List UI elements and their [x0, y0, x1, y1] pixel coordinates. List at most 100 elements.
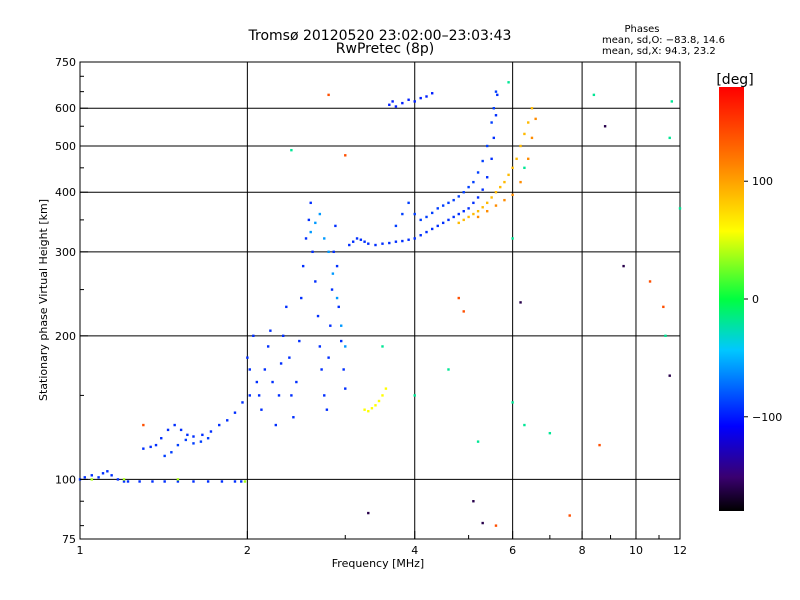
data-point	[457, 296, 460, 300]
data-point	[494, 524, 498, 527]
data-point	[384, 387, 388, 390]
data-point	[192, 435, 195, 438]
data-point	[110, 474, 113, 477]
data-point	[622, 264, 625, 268]
data-point	[233, 411, 237, 414]
data-point	[388, 103, 391, 107]
data-point	[413, 100, 416, 103]
data-point	[116, 478, 120, 481]
data-point	[318, 212, 322, 216]
data-point	[407, 98, 410, 101]
data-point	[485, 209, 489, 213]
data-point	[163, 454, 166, 458]
x-tick-label: 4	[411, 544, 418, 557]
data-point	[274, 423, 278, 427]
data-point	[394, 240, 398, 243]
data-point	[401, 101, 404, 105]
data-point	[490, 121, 493, 124]
y-tick-label: 75	[62, 533, 76, 546]
colorbar-ticks: 100 0 −100	[744, 175, 782, 424]
data-point	[282, 334, 285, 338]
x-tick-label: 6	[509, 544, 516, 557]
data-point	[209, 430, 213, 433]
data-point	[648, 280, 652, 283]
y-tick-label: 750	[55, 56, 76, 69]
data-point	[507, 81, 510, 84]
data-point	[457, 212, 460, 216]
data-point	[106, 470, 109, 473]
data-point	[670, 100, 674, 103]
data-point	[83, 476, 86, 479]
data-point	[519, 144, 522, 148]
data-point	[101, 472, 105, 475]
data-point	[534, 117, 537, 121]
data-point	[277, 394, 281, 397]
data-point	[330, 288, 334, 291]
x-tick-label: 10	[629, 544, 643, 557]
data-point	[179, 428, 183, 432]
data-point	[603, 125, 607, 128]
data-point	[511, 401, 514, 404]
data-point	[530, 107, 534, 110]
data-point	[126, 480, 130, 483]
data-point	[301, 264, 305, 268]
data-point	[340, 339, 343, 343]
data-point	[149, 445, 152, 449]
data-point	[334, 224, 337, 228]
data-point	[201, 433, 204, 437]
chart-title: Tromsø 20120520 23:02:00–23:03:43	[248, 28, 512, 44]
data-point	[467, 215, 470, 219]
data-point	[122, 478, 126, 481]
data-point	[523, 166, 526, 170]
data-point	[309, 201, 312, 205]
data-point	[430, 227, 434, 231]
data-point	[344, 345, 347, 348]
data-point	[252, 334, 255, 338]
data-point	[206, 437, 210, 440]
y-tick-label: 300	[55, 246, 76, 259]
y-tick-label: 100	[55, 473, 76, 486]
x-axis-label: Frequency [MHz]	[332, 557, 424, 570]
data-point	[481, 159, 484, 163]
data-point	[154, 443, 158, 447]
data-point	[325, 408, 329, 411]
data-point	[496, 93, 499, 97]
data-point	[523, 132, 526, 136]
data-point	[192, 442, 195, 445]
data-point	[367, 409, 370, 413]
data-point	[314, 221, 317, 225]
data-point	[568, 514, 571, 517]
data-point	[436, 224, 439, 228]
data-point	[327, 93, 330, 97]
colorbar-tick-label: 0	[752, 293, 759, 306]
data-point	[485, 201, 489, 205]
data-point	[332, 250, 335, 254]
data-point	[481, 188, 484, 191]
data-point	[327, 356, 330, 359]
data-point	[503, 180, 506, 184]
data-point	[367, 511, 370, 515]
data-point	[246, 356, 249, 359]
data-point	[292, 416, 295, 419]
grid	[80, 62, 680, 539]
data-point	[285, 305, 288, 309]
data-point	[507, 173, 510, 177]
data-point	[430, 211, 434, 215]
colorbar-label: [deg]	[716, 72, 753, 88]
data-point	[320, 368, 323, 371]
colorbar-tick-label: 100	[752, 175, 773, 188]
data-point	[527, 157, 530, 161]
data-point	[307, 218, 311, 222]
data-point	[374, 404, 377, 407]
data-point	[490, 196, 493, 199]
data-point	[481, 521, 484, 525]
data-point	[367, 242, 370, 245]
data-point	[344, 154, 347, 157]
data-point	[170, 451, 173, 454]
data-point	[419, 96, 422, 100]
data-point	[226, 419, 229, 422]
data-point	[413, 212, 416, 216]
data-point	[447, 218, 450, 222]
data-point	[176, 480, 180, 483]
data-point	[192, 480, 195, 483]
